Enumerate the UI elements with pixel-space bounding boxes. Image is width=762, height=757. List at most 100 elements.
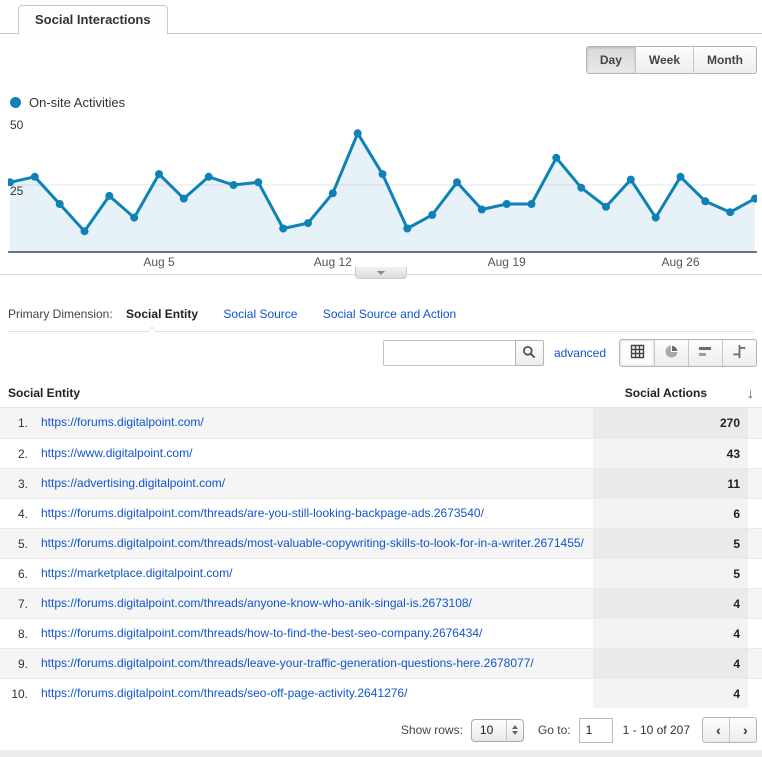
y-axis-tick-50: 50	[10, 118, 24, 132]
view-switcher-group	[619, 339, 757, 367]
month-button[interactable]: Month	[693, 47, 756, 73]
bottom-strip	[0, 750, 762, 757]
percentage-view-button[interactable]	[654, 340, 688, 366]
row-rank: 2.	[17, 446, 28, 461]
active-dimension-notch	[146, 326, 158, 338]
time-granularity-row: Day Week Month	[8, 46, 757, 74]
table-row: 10. https://forums.digitalpoint.com/threa…	[0, 678, 762, 708]
dimension-social-source-and-action[interactable]: Social Source and Action	[322, 307, 457, 321]
entity-link[interactable]: https://forums.digitalpoint.com/threads/…	[41, 625, 483, 640]
entity-link[interactable]: https://forums.digitalpoint.com/threads/…	[41, 595, 472, 610]
week-button[interactable]: Week	[634, 47, 693, 73]
comparison-view-button[interactable]	[722, 340, 756, 366]
row-rank: 6.	[17, 566, 28, 581]
x-axis-tick-label: Aug 5	[143, 255, 175, 269]
social-actions-value: 5	[593, 559, 748, 588]
table-body: 1. https://forums.digitalpoint.com/270 2. h…	[0, 408, 762, 708]
entity-link[interactable]: https://forums.digitalpoint.com/threads/…	[41, 505, 484, 520]
social-actions-value: 43	[593, 439, 748, 468]
x-axis-tick-label: Aug 19	[487, 255, 526, 269]
entity-link[interactable]: https://forums.digitalpoint.com/threads/…	[41, 685, 408, 700]
row-rank: 7.	[17, 596, 28, 611]
social-actions-value: 270	[593, 408, 748, 438]
pager-group: ‹ ›	[702, 717, 757, 743]
table-row: 3. https://advertising.digitalpoint.com/1…	[0, 468, 762, 498]
dimension-social-entity[interactable]: Social Entity	[126, 307, 199, 321]
primary-dimension-bar: Primary Dimension: Social Entity Social …	[8, 307, 754, 338]
sort-descending-icon[interactable]: ↓	[747, 385, 754, 401]
show-rows-value: 10	[479, 723, 494, 737]
pagination-range: 1 - 10 of 207	[622, 723, 690, 737]
tab-bar-divider	[0, 33, 762, 34]
search-button[interactable]	[514, 340, 544, 366]
advanced-link[interactable]: advanced	[553, 346, 606, 360]
table-footer: Show rows: 10 Go to: 1 - 10 of 207 ‹ ›	[8, 717, 757, 743]
bar-chart-icon	[698, 344, 713, 362]
row-rank: 9.	[17, 656, 28, 671]
chart-legend: On-site Activities	[10, 95, 762, 110]
row-rank: 4.	[17, 506, 28, 521]
table-row: 2. https://www.digitalpoint.com/43	[0, 438, 762, 468]
table-row: 5. https://forums.digitalpoint.com/thread…	[0, 528, 762, 558]
collapse-chart-handle[interactable]	[355, 267, 407, 279]
chart-collapse-row	[0, 267, 762, 283]
legend-dot-icon	[10, 97, 21, 108]
table-row: 1. https://forums.digitalpoint.com/270	[0, 408, 762, 438]
entity-link[interactable]: https://forums.digitalpoint.com/	[41, 415, 204, 430]
table-grid-icon	[630, 344, 645, 362]
select-stepper-icon	[505, 719, 523, 741]
performance-view-button[interactable]	[688, 340, 722, 366]
primary-dimension-label: Primary Dimension:	[8, 307, 113, 321]
table-row: 4. https://forums.digitalpoint.com/thread…	[0, 498, 762, 528]
social-actions-value: 4	[593, 619, 748, 648]
chevron-left-icon: ‹	[716, 722, 721, 738]
table-header: Social Entity Social Actions ↓	[0, 378, 762, 408]
day-button[interactable]: Day	[586, 47, 635, 73]
line-chart: 50 25	[8, 117, 757, 253]
social-actions-value: 11	[593, 469, 748, 498]
comparison-pivot-icon	[732, 344, 747, 362]
legend-label: On-site Activities	[29, 95, 126, 110]
time-granularity-group: Day Week Month	[585, 46, 757, 74]
tab-bar: Social Interactions	[0, 0, 762, 34]
row-rank: 3.	[17, 476, 28, 491]
table-row: 8. https://forums.digitalpoint.com/thread…	[0, 618, 762, 648]
goto-label: Go to:	[537, 723, 571, 737]
social-actions-value: 5	[593, 529, 748, 558]
tab-label: Social Interactions	[35, 12, 151, 27]
row-rank: 1.	[17, 416, 28, 430]
dimension-social-source[interactable]: Social Source	[223, 307, 298, 321]
social-actions-value: 4	[593, 679, 748, 708]
goto-page-input[interactable]	[578, 717, 613, 743]
chevron-right-icon: ›	[743, 722, 748, 738]
column-header-social-actions[interactable]: Social Actions	[624, 386, 707, 400]
y-axis-tick-25: 25	[10, 184, 24, 198]
previous-page-button[interactable]: ‹	[703, 718, 729, 742]
search-icon	[522, 345, 536, 362]
chart-canvas	[8, 129, 757, 253]
social-entity-table: Social Entity Social Actions ↓ 1. https:/…	[0, 378, 762, 708]
table-row: 6. https://marketplace.digitalpoint.com/5	[0, 558, 762, 588]
table-toolbar: advanced	[8, 338, 757, 368]
row-rank: 8.	[17, 626, 28, 641]
social-actions-value: 6	[593, 499, 748, 528]
next-page-button[interactable]: ›	[729, 718, 756, 742]
entity-link[interactable]: https://marketplace.digitalpoint.com/	[41, 565, 233, 580]
entity-link[interactable]: https://forums.digitalpoint.com/threads/…	[41, 655, 534, 670]
tab-social-interactions[interactable]: Social Interactions	[18, 5, 168, 34]
pie-chart-icon	[664, 344, 679, 362]
table-row: 9. https://forums.digitalpoint.com/thread…	[0, 648, 762, 678]
entity-link[interactable]: https://advertising.digitalpoint.com/	[41, 475, 226, 490]
x-axis-tick-label: Aug 12	[313, 255, 352, 269]
entity-link[interactable]: https://www.digitalpoint.com/	[41, 445, 193, 460]
row-rank: 5.	[17, 536, 28, 551]
search-input[interactable]	[382, 340, 515, 366]
row-rank: 10.	[11, 686, 28, 701]
social-actions-value: 4	[593, 589, 748, 618]
table-row: 7. https://forums.digitalpoint.com/thread…	[0, 588, 762, 618]
entity-link[interactable]: https://forums.digitalpoint.com/threads/…	[41, 535, 584, 550]
show-rows-select[interactable]: 10	[470, 718, 524, 742]
table-view-button[interactable]	[620, 340, 654, 366]
column-header-social-entity[interactable]: Social Entity	[8, 386, 81, 400]
show-rows-label: Show rows:	[400, 723, 463, 737]
